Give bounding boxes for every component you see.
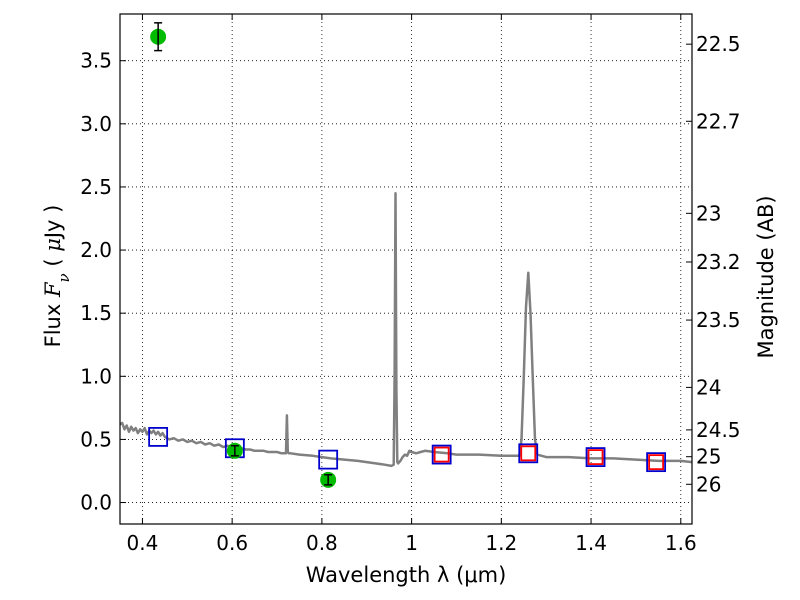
y-axis-title-mid: ( (41, 252, 65, 274)
x-tick-label: 0.8 (306, 531, 338, 555)
x-tick-label: 1 (405, 531, 418, 555)
magnitude-tick-label: 22.5 (696, 32, 741, 56)
model-photometry-square (646, 452, 667, 473)
observed-nir-square (587, 449, 604, 465)
x-tick-label: 1.4 (575, 531, 607, 555)
magnitude-tick-label: 23.5 (696, 308, 741, 332)
magnitude-tick-label: 24.5 (696, 418, 741, 442)
y-axis-title-symbol: F (41, 281, 65, 298)
observed-nir-square (648, 454, 665, 471)
y-tick-label: 1.0 (80, 364, 112, 388)
x-tick-label: 0.4 (127, 531, 159, 555)
model-photometry-square (518, 443, 539, 464)
x-tick-label: 0.6 (216, 531, 248, 555)
y-axis-title-mu: μ (41, 238, 65, 252)
x-axis-title: Wavelength λ (μm) (306, 563, 507, 587)
sed-model-line (119, 192, 693, 468)
model-photometry-square (318, 449, 339, 470)
x-tick-label: 1.2 (485, 531, 517, 555)
y-axis-title: Flux Fν ( μJy ) (41, 205, 73, 348)
magnitude-tick-label: 25 (696, 445, 721, 469)
grid (120, 14, 692, 524)
magnitude-tick-label: 23 (696, 201, 721, 225)
magnitude-tick-label: 26 (696, 472, 721, 496)
magnitude-axis-title: Magnitude (AB) (754, 195, 778, 358)
y-tick-label: 2.5 (80, 175, 112, 199)
x-tick-label: 1.6 (665, 531, 697, 555)
model-photometry-square (431, 444, 452, 465)
model-photometry-square (585, 447, 606, 467)
sed-model-layer (119, 192, 693, 468)
magnitude-tick-label: 23.2 (696, 250, 741, 274)
y-axis-ticks: 0.0 0.5 1.0 1.5 2.0 2.5 3.0 3.5 (80, 49, 126, 515)
observed-nir-square (520, 445, 537, 462)
y-tick-label: 3.0 (80, 112, 112, 136)
y-tick-label: 3.5 (80, 49, 112, 73)
model-photometry-square (148, 426, 169, 447)
y-axis-title-post: Jy ) (41, 205, 65, 241)
photometry-layer (148, 22, 667, 488)
x-axis-ticks: 0.4 0.6 0.8 1 1.2 1.4 1.6 (127, 14, 697, 555)
plot-frame (119, 13, 693, 525)
y-axis-title-subscript: ν (55, 273, 73, 282)
magnitude-tick-label: 22.7 (696, 109, 741, 133)
observed-nir-square (433, 446, 450, 463)
magnitude-axis-ticks: 22.5 22.7 23 23.2 23.5 24 24.5 25 26 (686, 32, 741, 496)
y-tick-label: 1.5 (80, 301, 112, 325)
y-tick-label: 2.0 (80, 238, 112, 262)
y-tick-label: 0.5 (80, 427, 112, 451)
y-tick-label: 0.0 (80, 491, 112, 515)
y-axis-title-pre: Flux (41, 297, 65, 347)
magnitude-tick-label: 24 (696, 375, 721, 399)
